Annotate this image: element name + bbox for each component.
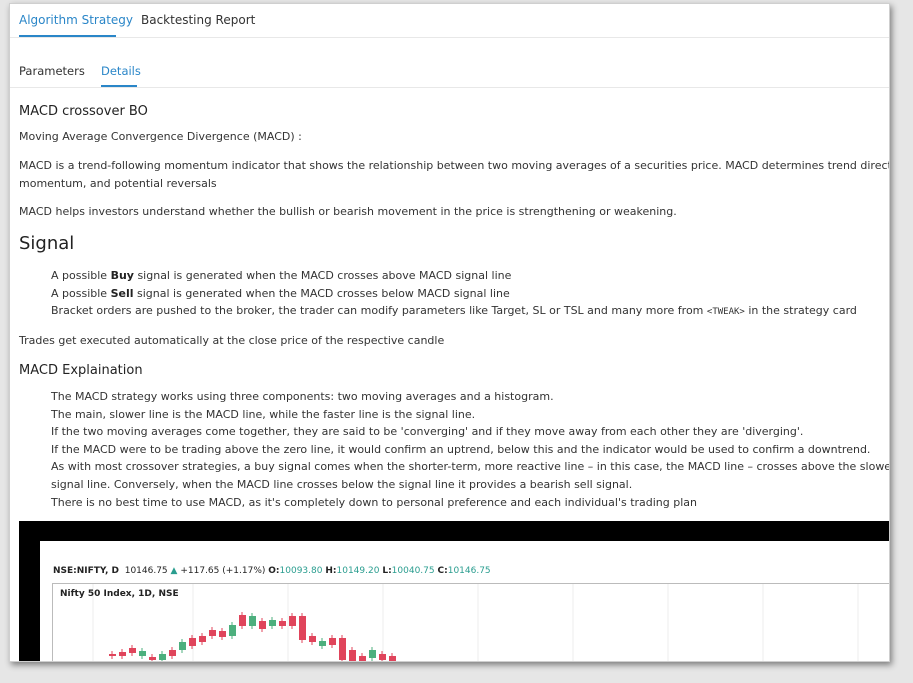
candle xyxy=(149,657,156,660)
candle xyxy=(189,638,196,646)
open-value: 10093.80 xyxy=(279,566,323,576)
tab-details[interactable]: Details xyxy=(101,64,141,78)
up-arrow-icon: ▲ xyxy=(170,566,178,576)
expl-line: signal line. Conversely, when the MACD l… xyxy=(51,478,633,491)
expl-line: As with most crossover strategies, a buy… xyxy=(51,460,890,473)
candle xyxy=(229,625,236,636)
signal-buy: A possible Buy signal is generated when … xyxy=(51,269,512,282)
price-change: +117.65 (+1.17%) xyxy=(180,566,266,576)
candle xyxy=(349,650,356,661)
intro-text: Moving Average Convergence Divergence (M… xyxy=(19,130,302,143)
tab-algorithm-strategy[interactable]: Algorithm Strategy xyxy=(19,13,133,27)
expl-line: There is no best time to use MACD, as it… xyxy=(51,496,698,509)
expl-line: The main, slower line is the MACD line, … xyxy=(51,408,476,421)
tab-backtesting-report[interactable]: Backtesting Report xyxy=(141,13,256,27)
low-value: 10040.75 xyxy=(391,566,435,576)
trades-note: Trades get executed automatically at the… xyxy=(19,334,445,347)
candle xyxy=(159,654,166,660)
candle xyxy=(199,636,206,642)
main-tabs: Algorithm Strategy Backtesting Report xyxy=(10,4,889,38)
candle xyxy=(169,650,176,656)
gridlines xyxy=(92,584,859,661)
expl-line: If the MACD were to be trading above the… xyxy=(51,443,871,456)
candle xyxy=(359,656,366,661)
candle xyxy=(379,654,386,660)
last-price: 10146.75 xyxy=(124,566,168,576)
chart-image: NSE:NIFTY, D 10146.75 ▲ +117.65 (+1.17%)… xyxy=(19,521,889,661)
candle xyxy=(219,631,226,637)
candle xyxy=(389,656,396,661)
candle xyxy=(249,616,256,626)
chart-panel: NSE:NIFTY, D 10146.75 ▲ +117.65 (+1.17%)… xyxy=(40,541,889,661)
signal-heading: Signal xyxy=(19,233,75,254)
candle xyxy=(369,650,376,658)
tab-parameters[interactable]: Parameters xyxy=(19,64,85,78)
signal-sell: A possible Sell signal is generated when… xyxy=(51,287,510,300)
signal-bracket: Bracket orders are pushed to the broker,… xyxy=(51,304,857,317)
candle xyxy=(309,636,316,642)
candle xyxy=(239,615,246,626)
window: Algorithm Strategy Backtesting Report Pa… xyxy=(9,3,890,662)
close-value: 10146.75 xyxy=(447,566,491,576)
chart-title: Nifty 50 Index, 1D, NSE xyxy=(60,589,179,599)
candles xyxy=(109,612,396,661)
candle xyxy=(339,638,346,660)
candle xyxy=(259,621,266,629)
expl-line: The MACD strategy works using three comp… xyxy=(51,390,554,403)
candle xyxy=(179,642,186,650)
sub-tabs: Parameters Details xyxy=(10,57,889,88)
candle xyxy=(139,651,146,656)
high-value: 10149.20 xyxy=(336,566,380,576)
para1-line2: momentum, and potential reversals xyxy=(19,177,217,190)
explanation-heading: MACD Explaination xyxy=(19,363,143,378)
candle xyxy=(209,630,216,636)
para1-line1: MACD is a trend-following momentum indic… xyxy=(19,159,890,172)
candle xyxy=(279,621,286,626)
candle xyxy=(289,616,296,626)
candle xyxy=(129,648,136,653)
expl-line: If the two moving averages come together… xyxy=(51,425,804,438)
price-plot: Nifty 50 Index, 1D, NSE xyxy=(52,583,889,661)
para2: MACD helps investors understand whether … xyxy=(19,205,677,218)
candle xyxy=(269,620,276,626)
candle xyxy=(299,616,306,640)
active-tab-indicator xyxy=(19,35,116,37)
chart-symbol: NSE:NIFTY, D xyxy=(53,566,119,576)
candle xyxy=(319,641,326,646)
candles-svg xyxy=(92,584,859,661)
ohlc-header: NSE:NIFTY, D 10146.75 ▲ +117.65 (+1.17%)… xyxy=(53,566,491,576)
candle xyxy=(109,654,116,656)
candle xyxy=(329,638,336,645)
strategy-title: MACD crossover BO xyxy=(19,104,148,119)
candle xyxy=(119,652,126,656)
active-subtab-indicator xyxy=(101,85,137,87)
